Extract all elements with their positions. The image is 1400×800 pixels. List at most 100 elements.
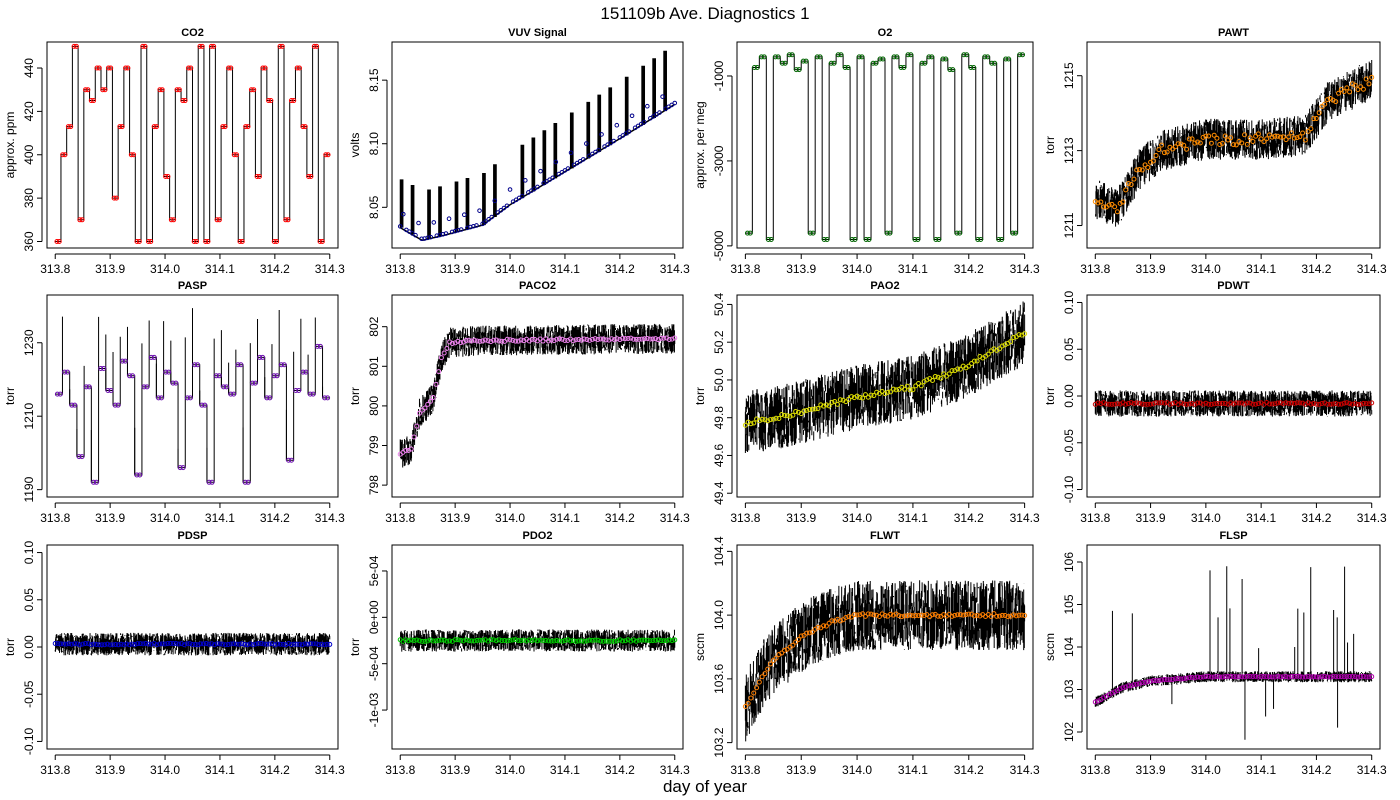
mean-point [765, 237, 771, 243]
mean-point [1222, 674, 1228, 680]
mean-point [1128, 400, 1134, 406]
mean-point [1017, 52, 1023, 58]
x-tick-label: 313.9 [786, 511, 816, 525]
mean-point [171, 217, 177, 223]
x-tick-label: 314.3 [1010, 262, 1040, 276]
mean-point [985, 351, 991, 357]
mean-point [285, 217, 291, 223]
mean-point [93, 641, 99, 647]
mean-point [611, 138, 617, 144]
mean-point [754, 685, 760, 691]
mean-point [1214, 673, 1220, 679]
mean-point [795, 409, 801, 415]
mean-point [496, 637, 502, 643]
mean-point [592, 637, 598, 643]
mean-point [848, 614, 854, 620]
mean-point [628, 638, 634, 644]
mean-point [573, 638, 579, 644]
mean-point [851, 612, 857, 618]
mean-point [1150, 401, 1156, 407]
mean-point [1324, 674, 1330, 680]
mean-point [1349, 401, 1355, 407]
mean-point [874, 389, 880, 395]
mean-point [148, 354, 154, 360]
mean-point [83, 87, 89, 93]
mean-point [1178, 676, 1184, 682]
mean-point [483, 219, 488, 224]
mean-point [633, 336, 639, 342]
mean-point [795, 636, 801, 642]
y-axis-label: torr [1043, 387, 1057, 405]
mean-point [672, 335, 678, 341]
mean-point [192, 362, 198, 368]
mean-point [317, 343, 323, 349]
mean-point [1255, 401, 1261, 407]
mean-point [504, 638, 510, 644]
mean-point [491, 337, 497, 343]
mean-point [1269, 674, 1275, 680]
mean-point [999, 343, 1005, 349]
mean-point [113, 642, 119, 648]
y-tick-label: -0.10 [1062, 476, 1076, 504]
mean-point [603, 337, 609, 343]
mean-point [271, 373, 277, 379]
mean-point [1305, 400, 1311, 406]
mean-point [321, 642, 327, 648]
x-tick-label: 314.0 [842, 262, 872, 276]
mean-point [325, 395, 331, 401]
x-axis: 313.8 313.9 314.0 314.1 314.2 314.3 [40, 754, 345, 777]
mean-point [626, 129, 632, 134]
y-tick-label: 49.6 [712, 443, 726, 467]
mean-point [600, 638, 606, 644]
x-tick-label: 314.2 [1301, 763, 1331, 777]
y-tick-label: 0.10 [22, 541, 36, 565]
mean-point [1264, 674, 1270, 680]
mean-point [748, 421, 754, 427]
raw-trace [54, 632, 331, 656]
mean-point [1258, 136, 1264, 142]
mean-point [1313, 401, 1319, 407]
plot-frame [46, 294, 339, 498]
mean-point [631, 637, 637, 643]
mean-point [498, 207, 504, 213]
panel-title: PAO2 [870, 280, 899, 292]
mean-point [136, 238, 142, 244]
mean-point [283, 217, 289, 223]
mean-point [400, 211, 406, 217]
mean-point [545, 338, 551, 344]
y-tick-label: 8.05 [367, 195, 381, 219]
x-tick-label: 313.9 [95, 511, 125, 525]
plot-area [1092, 60, 1375, 227]
mean-point [666, 637, 672, 643]
mean-point [919, 60, 925, 66]
mean-point [274, 238, 280, 244]
mean-point [127, 373, 133, 379]
mean-point [1164, 149, 1170, 155]
x-axis: 313.8 313.9 314.0 314.1 314.2 314.3 [730, 754, 1040, 777]
mean-point [955, 366, 961, 372]
mean-point [252, 380, 258, 386]
mean-point [905, 52, 911, 58]
mean-point [1244, 400, 1250, 406]
mean-point [661, 335, 667, 341]
mean-point [988, 614, 994, 620]
mean-point [163, 173, 169, 179]
x-tick-label: 313.9 [786, 262, 816, 276]
mean-point [669, 336, 675, 342]
y-tick-label: 798 [367, 475, 381, 495]
mean-point [145, 238, 151, 244]
mean-point [170, 380, 176, 386]
mean-point [1280, 134, 1286, 140]
mean-point [430, 638, 436, 644]
mean-point [310, 391, 316, 397]
mean-point [1112, 689, 1118, 695]
mean-point [1247, 135, 1253, 141]
mean-point [176, 87, 182, 93]
y-tick-label: 380 [22, 188, 36, 208]
mean-point [960, 612, 966, 618]
mean-point [480, 221, 485, 227]
mean-point [231, 152, 237, 158]
mean-point [1123, 187, 1129, 193]
